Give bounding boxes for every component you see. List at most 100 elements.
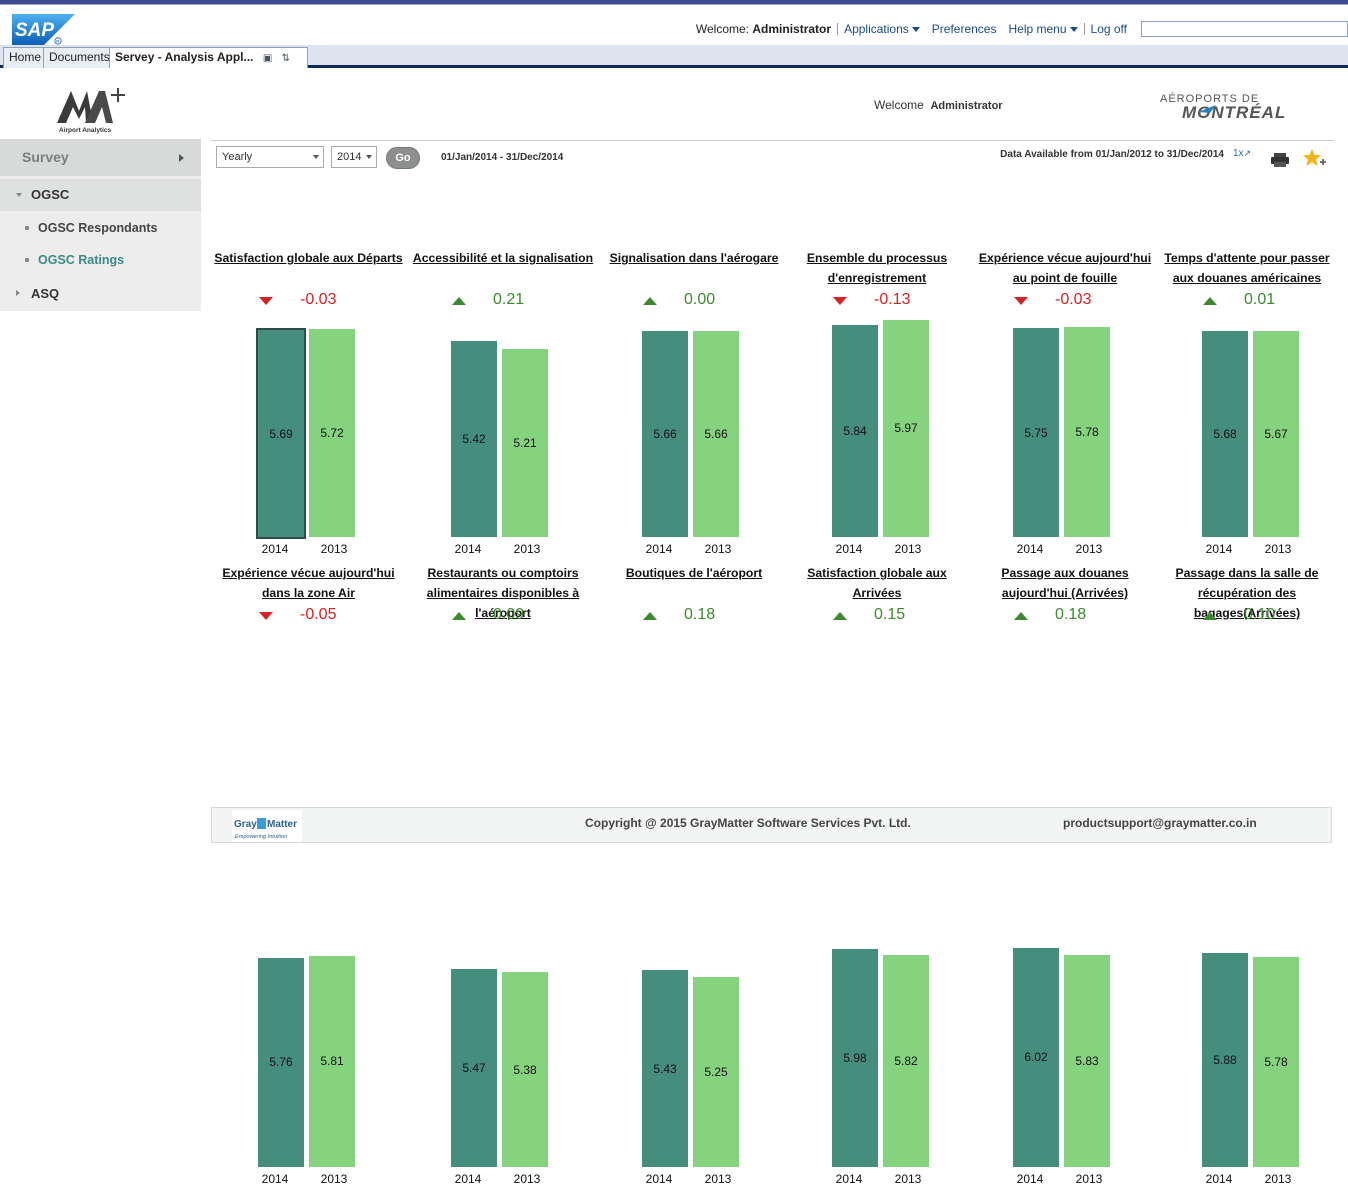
ratings-charts: Satisfaction globale aux Départs -0.03 5.6… [211,177,1334,1186]
sidebar-item-ogsc[interactable]: OGSC [0,179,201,211]
bar-value-label: 5.67 [1264,427,1288,441]
bar-value-label: 5.81 [320,1054,344,1069]
panel-title[interactable]: Satisfaction globale aux Départs [214,251,403,265]
bar-2013[interactable]: 5.66 [693,331,739,537]
applications-menu[interactable]: Applications [838,22,926,36]
delta-value: 0.01 [1244,291,1276,308]
tab-label: Servey - Analysis Appl... [115,50,254,64]
panel-title[interactable]: Restaurants ou comptoirs alimentaires di… [426,566,580,620]
airport-analytics-logo: Airport Analytics [57,88,125,134]
bar-2014[interactable]: 5.84 [832,324,878,537]
support-email[interactable]: productsupport@graymatter.co.in [1063,816,1257,830]
bar-2014[interactable]: 5.88 [1202,953,1248,1167]
bar-value-label: 5.66 [704,427,728,442]
bar-value-label: 5.47 [462,1060,486,1075]
bar-2013[interactable]: 5.21 [502,348,548,537]
chevron-down-icon [16,193,22,197]
panel-title[interactable]: Passage dans la salle de récupération de… [1175,566,1319,620]
bar-value-label: 5.98 [843,1051,867,1066]
favorite-add-icon[interactable] [1303,147,1327,169]
panel-title[interactable]: Expérience vécue aujourd'hui au point de… [978,251,1152,285]
year-label: 2014 [261,542,289,556]
analysis-app: Airport Analytics Welcome Administrator … [0,71,1348,1186]
year-label: 2014 [1205,1172,1233,1186]
copyright-text: Copyright @ 2015 GrayMatter Software Ser… [585,816,911,830]
portal-header: SAP R Welcome: Administrator Application… [0,5,1348,45]
panel-title[interactable]: Passage aux douanes aujourd'hui (Arrivée… [1001,566,1129,600]
arrow-up-icon [643,297,657,305]
delta-value: 0.00 [684,291,716,308]
bar-2014[interactable]: 6.02 [1013,947,1059,1167]
sidebar: Survey OGSC OGSC Respondants OGSC Rating… [0,139,201,311]
sidebar-item-ogsc-ratings[interactable]: OGSC Ratings [0,247,201,273]
bar-value-label: 5.83 [1075,1053,1099,1068]
delta-value: 0.18 [1055,606,1087,623]
year-label: 2014 [1205,542,1233,556]
arrow-down-icon [1014,297,1028,305]
tab-documents[interactable]: Documents [43,47,116,68]
chevron-down-icon [366,155,372,159]
panel-title[interactable]: Boutiques de l'aéroport [625,566,763,580]
bar-2013[interactable]: 5.67 [1253,331,1299,537]
sidebar-item-asq[interactable]: ASQ [0,281,201,307]
panel-title[interactable]: Expérience vécue aujourd'hui dans la zon… [222,566,395,600]
panel-title[interactable]: Temps d'attente pour passer aux douanes … [1164,251,1330,285]
bar-value-label: 5.72 [320,426,344,441]
bullet-icon [25,226,29,230]
bar-value-label: 6.02 [1024,1050,1048,1065]
period-select[interactable]: Yearly [216,146,324,168]
bar-2013[interactable]: 5.78 [1253,956,1299,1167]
year-label: 2013 [1264,1172,1292,1186]
bar-2014[interactable]: 5.47 [451,968,497,1167]
bar-2013[interactable]: 5.72 [309,329,355,537]
bar-2014[interactable]: 5.42 [451,340,497,537]
year-label: 2013 [513,542,541,556]
bar-2014[interactable]: 5.68 [1202,330,1248,537]
bar-2013[interactable]: 5.83 [1064,954,1110,1167]
welcome-text: Welcome: Administrator [695,22,832,36]
year-label: 2013 [320,1172,348,1186]
bar-2014[interactable]: 5.76 [258,957,304,1167]
year-label: 2014 [835,542,863,556]
bar-value-label: 5.82 [894,1054,918,1069]
year-label: 2014 [835,1172,863,1186]
gm-logo-line1: Gray [234,819,257,830]
bar-2013[interactable]: 5.78 [1064,326,1110,537]
bar-2014[interactable]: 5.98 [832,949,878,1167]
bar-2013[interactable]: 5.38 [502,972,548,1167]
chevron-right-icon [16,290,20,296]
bar-2014[interactable]: 5.66 [642,331,688,537]
tab-home[interactable]: Home [3,47,48,68]
bar-2013[interactable]: 5.81 [309,955,355,1167]
chevron-down-icon [313,155,319,159]
log-off-link[interactable]: Log off [1090,22,1127,36]
bar-value-label: 5.42 [462,431,486,446]
year-select[interactable]: 2014 [331,146,377,168]
panel-title[interactable]: Accessibilité et la signalisation [412,251,594,265]
bar-value-label: 5.78 [1264,1054,1288,1069]
bar-2013[interactable]: 5.82 [883,955,929,1167]
bar-2014[interactable]: 5.75 [1013,328,1059,537]
search-input[interactable] [1141,21,1348,37]
go-button[interactable]: Go [386,147,420,169]
sap-logo[interactable]: SAP R [12,14,75,45]
help-menu[interactable]: Help menu [1002,22,1083,36]
date-range: 01/Jan/2014 - 31/Dec/2014 [441,152,564,163]
sidebar-item-ogsc-respondants[interactable]: OGSC Respondants [0,215,201,241]
panel-title[interactable]: Signalisation dans l'aérogare [609,251,779,265]
separator [837,23,839,35]
panel-title[interactable]: Ensemble du processus d'enregistrement [806,251,948,285]
zoom-toggle-icon[interactable]: 1x↗ [1233,148,1252,159]
preferences-link[interactable]: Preferences [931,22,997,36]
pin-icon[interactable]: ⇅ [281,53,291,64]
panel-title[interactable]: Satisfaction globale aux Arrivées [807,566,947,600]
user-bar: Welcome: Administrator Applications Pref… [690,19,1348,39]
bar-2014[interactable]: 5.43 [642,970,688,1167]
sidebar-item-survey[interactable]: Survey [0,139,201,176]
tab-servey-analysis[interactable]: Servey - Analysis Appl... ▣ ⇅ ☒ [109,47,308,84]
detach-icon[interactable]: ▣ [262,53,273,64]
bar-2014[interactable]: 5.69 [256,328,306,539]
bar-2013[interactable]: 5.97 [883,319,929,537]
print-icon[interactable] [1270,149,1290,171]
bar-2013[interactable]: 5.25 [693,977,739,1167]
